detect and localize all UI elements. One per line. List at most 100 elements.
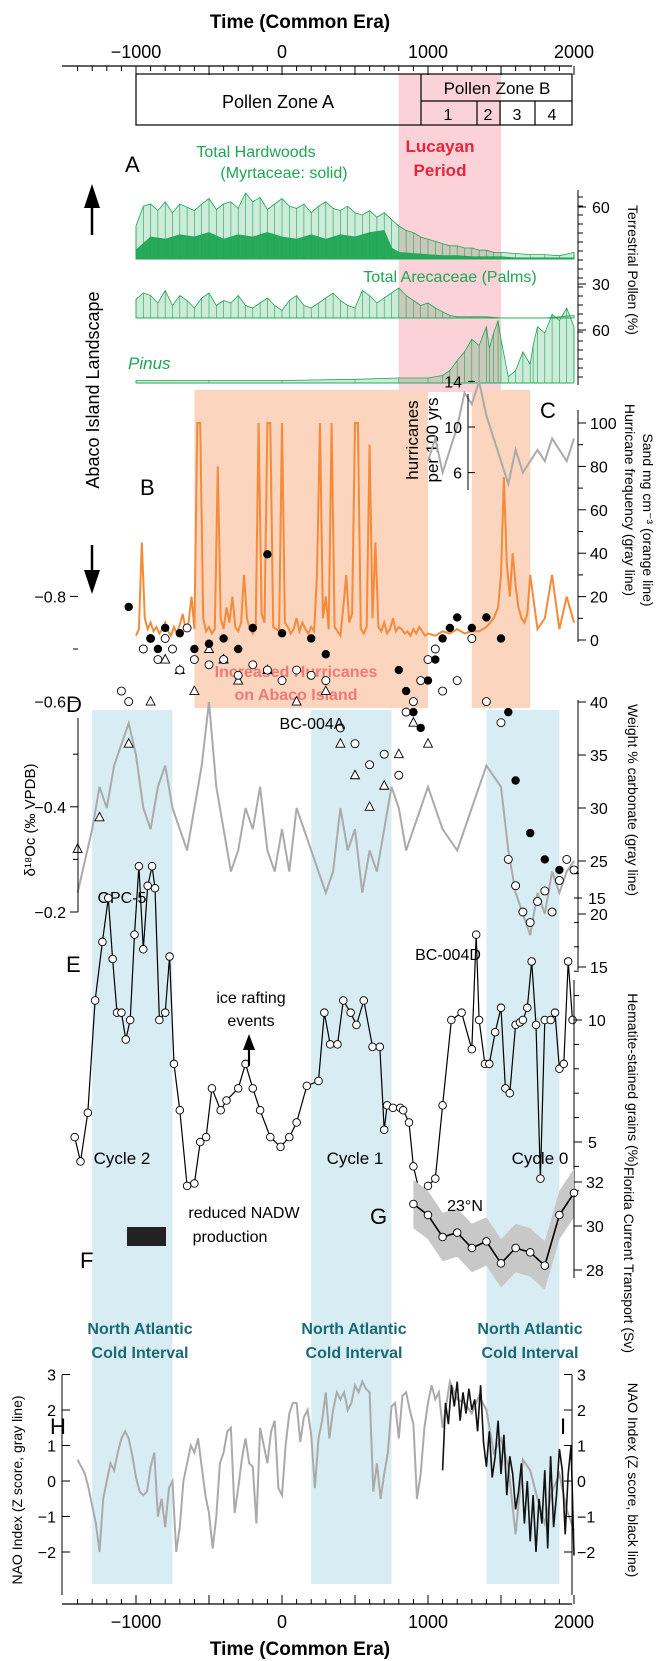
bc004d-point (204, 660, 214, 670)
hematite-point (207, 1084, 217, 1093)
nao-left-tick-label: 3 (47, 1368, 56, 1385)
top-tick-label: 1000 (408, 42, 448, 62)
bc004a-point (124, 602, 133, 612)
bc004a-point (394, 665, 403, 675)
bc004a-point (219, 634, 228, 643)
bc004a-point (445, 623, 455, 633)
bc004a-point (307, 634, 316, 643)
sand-ylabel: Sand mg cm⁻³ (orange line) (640, 433, 656, 606)
florida-point (452, 1228, 462, 1237)
bc004a-point (204, 639, 214, 648)
nao-right-tick-label: 3 (577, 1368, 586, 1385)
bc004d-point (306, 670, 316, 680)
bc004d-point (547, 907, 557, 917)
florida-point (482, 1237, 491, 1246)
gpc5-point (378, 779, 390, 790)
hematite-point (175, 1106, 185, 1115)
bc004d-point (562, 854, 572, 864)
bc004d-point (160, 634, 170, 643)
bc004a-point (467, 623, 476, 633)
hematite-point (339, 996, 348, 1005)
hematite-point (546, 1015, 555, 1025)
pollen-tick-label: 30 (592, 277, 610, 294)
nao-right-tick-label: −2 (577, 1545, 595, 1562)
gpc5-point (291, 695, 302, 706)
bc004d-point (430, 644, 440, 654)
pinus-label: Pinus (128, 354, 171, 373)
panel-letter-c: C (540, 398, 556, 423)
hematite-point (302, 1081, 312, 1091)
hematite-point (409, 1162, 418, 1171)
top-tick-label: −1000 (111, 42, 162, 62)
hurricane-band-1 (194, 390, 428, 708)
hematite-point (518, 1015, 528, 1025)
carbonate-tick-label: 20 (590, 907, 608, 924)
cycle-0-label: Cycle 0 (512, 1149, 569, 1168)
pollen-subzone-4: 4 (548, 107, 557, 124)
nao-right-tick-label: 0 (577, 1474, 586, 1491)
florida-line (412, 1192, 575, 1268)
nao-right-tick-label: 1 (577, 1439, 586, 1456)
hematite-point (90, 996, 100, 1005)
carbonate-tick-label: 15 (590, 960, 608, 977)
hematite-point (125, 1015, 135, 1025)
bc004a-point (401, 686, 411, 696)
bc004a-point (234, 644, 243, 654)
bc004d-point (182, 623, 192, 633)
hematite-point (165, 952, 174, 961)
bc004a-point (423, 676, 433, 685)
hardwoods-title: Total Hardwoods (196, 144, 315, 161)
pollen-zone-box: Pollen Zone A Pollen Zone B 1 2 3 4 (135, 73, 573, 126)
hematite-point (325, 1040, 335, 1049)
hematite-point (143, 881, 152, 891)
inset-tick-label: 10 (444, 420, 462, 437)
ice-rafting-label-1: ice rafting (216, 990, 285, 1007)
bottom-tick-label: 2000 (554, 1612, 594, 1632)
panel-letter-i: I (560, 1414, 566, 1439)
hematite-point (150, 883, 160, 893)
hematite-point (368, 1042, 377, 1052)
hematite-point (404, 1118, 414, 1127)
cold-band-2 (311, 710, 392, 1584)
bc004d-point (365, 760, 375, 770)
hematite-point (423, 1181, 433, 1191)
bc004d-point (350, 739, 360, 749)
florida-tick-label: 28 (586, 1263, 604, 1280)
hematite-point (375, 1042, 385, 1052)
hematite-point (320, 1008, 329, 1017)
gpc5-point (123, 737, 134, 748)
hematite-point (292, 1118, 301, 1127)
cold-band-1 (92, 710, 173, 1584)
cold-interval-label-3-b: Cold Interval (482, 1345, 579, 1362)
sand-tick-label: 40 (590, 546, 608, 563)
gpc5-point (408, 716, 419, 727)
hematite-tick-label: 15 (588, 891, 606, 908)
hurricane-ylabel: Hurricane frequency (gray line) (622, 404, 638, 596)
bc004d-point (452, 676, 462, 686)
gpc5-point (232, 674, 244, 685)
carbonate-tick-label: 30 (590, 801, 608, 818)
nao-left-tick-label: 2 (47, 1403, 56, 1420)
inset-ylabel-2: per 100 yrs (423, 397, 442, 482)
hematite-point (130, 930, 139, 939)
hematite-point (379, 1125, 389, 1135)
bc004d-point (175, 665, 185, 675)
hematite-point (216, 1106, 225, 1115)
inset-ylabel-1: hurricanes (403, 400, 422, 479)
hematite-point (195, 1137, 205, 1147)
sand-tick-label: 100 (590, 416, 617, 433)
bc004d-point (277, 676, 287, 686)
lucayan-band (398, 74, 501, 392)
hematite-point (76, 1157, 85, 1166)
bc004d-point (408, 697, 418, 707)
hematite-tick-label: 5 (588, 1135, 597, 1152)
panel-h-nao: 3 3 2 2 1 1 0 0 −1 −1 −2 −2 (38, 1368, 595, 1595)
panel-g-florida-current: 32 30 28 (409, 1168, 604, 1290)
florida-point (467, 1243, 477, 1253)
bc004a-point (526, 828, 535, 838)
hematite-point (496, 1003, 506, 1013)
d18o-tick-label: −0.2 (34, 905, 66, 922)
pollen-tick-label: 60 (592, 200, 610, 217)
pollen-tick-label: 60 (592, 323, 610, 340)
bc004d-point (540, 886, 550, 896)
